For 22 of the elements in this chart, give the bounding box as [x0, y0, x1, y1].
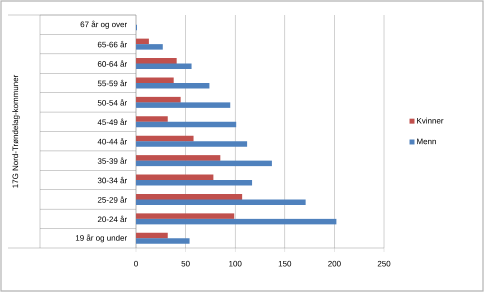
bar — [136, 116, 168, 122]
bar — [136, 122, 236, 128]
bar — [136, 77, 174, 83]
bar — [136, 174, 214, 180]
bar — [136, 136, 194, 142]
bar — [136, 82, 210, 88]
bar — [136, 194, 242, 200]
bar — [136, 96, 181, 102]
bar — [136, 58, 177, 64]
bar — [136, 218, 336, 224]
bar — [136, 213, 234, 219]
bar — [136, 102, 230, 108]
bar — [136, 238, 190, 244]
bar — [136, 232, 168, 238]
bar — [136, 64, 192, 70]
bar — [136, 141, 248, 147]
bar — [136, 199, 306, 205]
bar — [136, 160, 272, 166]
bar — [136, 38, 149, 44]
bar — [136, 44, 163, 50]
bar — [136, 180, 252, 186]
bar — [136, 155, 220, 161]
